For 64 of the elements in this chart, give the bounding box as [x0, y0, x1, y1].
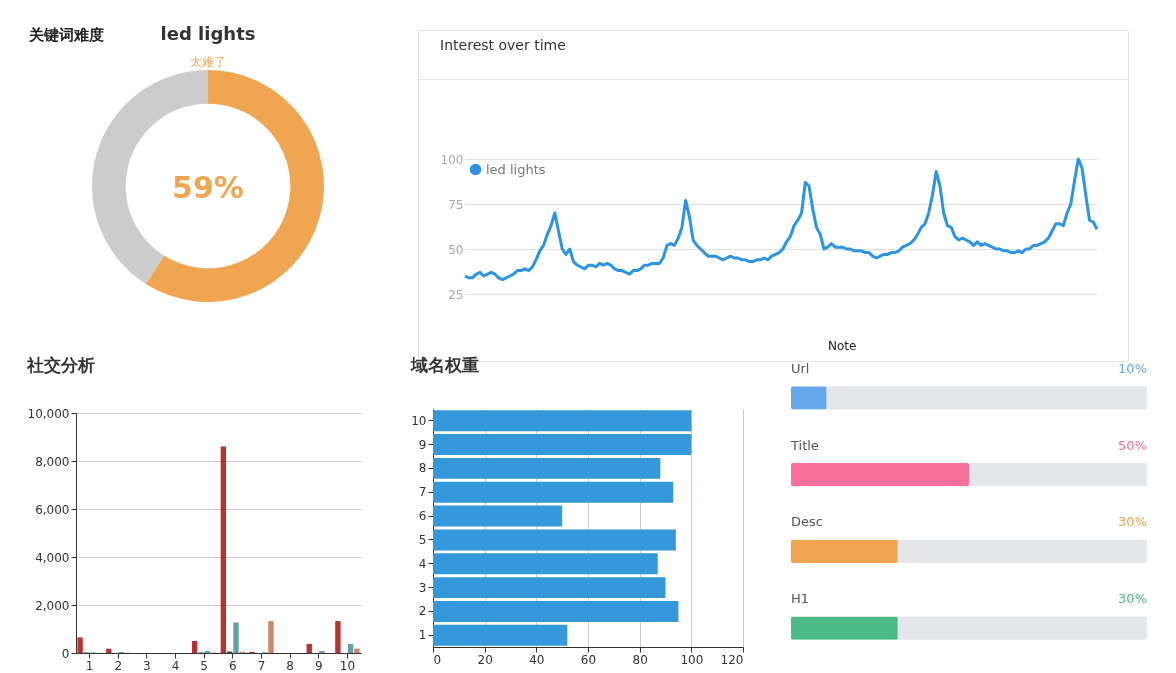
y-tick-label: 8,000	[35, 454, 70, 469]
annotation: Note	[828, 339, 857, 353]
x-tick-label: 3	[143, 658, 151, 673]
chart-title: 社交分析	[26, 355, 96, 375]
x-tick-label: 1	[85, 658, 94, 673]
bar	[192, 641, 198, 653]
donut-slice	[145, 70, 324, 302]
text: 关键词难度	[29, 26, 104, 45]
bar	[347, 643, 354, 653]
y-tick-label: 10	[411, 413, 427, 428]
x-tick-label: 10	[339, 658, 356, 673]
bar	[233, 622, 239, 653]
x-tick-label: 2	[114, 658, 123, 673]
y-tick-label: 3	[418, 580, 427, 595]
y-tick-label: Desc	[791, 514, 823, 530]
data-label: 10%	[1118, 360, 1147, 376]
y-tick-label: Title	[790, 437, 819, 453]
y-tick-label: 100	[440, 152, 464, 167]
y-tick-label: 50	[448, 242, 464, 257]
y-tick-label: 2,000	[35, 598, 70, 613]
bar	[268, 621, 274, 653]
y-tick-label: 6	[418, 509, 427, 524]
chart-title: Interest over time	[440, 37, 566, 53]
x-tick-label: 100	[680, 652, 704, 667]
y-tick-label: 8	[418, 461, 427, 476]
y-tick-label: Url	[791, 360, 810, 376]
x-tick-label: 9	[314, 658, 323, 673]
y-tick-label: 6,000	[35, 502, 70, 517]
y-tick-label: 9	[418, 437, 427, 452]
text: 太难了	[189, 54, 227, 71]
x-tick-label: 4	[171, 658, 180, 673]
chart-title: 域名权重	[409, 355, 479, 375]
bar	[354, 648, 360, 653]
x-tick-label: 20	[477, 652, 493, 667]
y-tick-label: 25	[448, 287, 464, 302]
x-tick-label: 60	[580, 652, 597, 667]
x-tick-label: 7	[257, 658, 266, 673]
y-tick-label: H1	[791, 591, 810, 607]
y-tick-label: 1	[418, 628, 427, 643]
x-tick-label: 40	[529, 652, 545, 667]
data-label: 30%	[1118, 514, 1147, 530]
y-tick-label: 7	[418, 485, 427, 500]
y-tick-label: 5	[418, 532, 427, 547]
y-tick-label: 2	[418, 604, 427, 619]
bar	[335, 621, 341, 653]
data-label: 30%	[1118, 591, 1147, 607]
y-tick-label: 4	[418, 556, 427, 571]
x-tick-label: 80	[632, 652, 648, 667]
x-tick-label: 8	[286, 658, 294, 673]
line-series	[463, 157, 1099, 282]
x-tick-label: 120	[720, 652, 744, 667]
y-tick-label: 4,000	[35, 550, 70, 565]
x-tick-label: 5	[200, 658, 208, 673]
y-tick-label: 75	[448, 197, 464, 212]
chart-title: led lights	[160, 23, 256, 44]
bar	[77, 637, 83, 653]
legend-label: led lights	[486, 161, 546, 177]
x-tick-label: 0	[433, 652, 442, 667]
text: 59%	[171, 170, 245, 205]
data-label: 50%	[1118, 437, 1147, 453]
x-tick-label: 6	[229, 658, 237, 673]
bar	[306, 643, 312, 653]
y-tick-label: 10,000	[27, 406, 70, 421]
bar	[220, 446, 227, 653]
